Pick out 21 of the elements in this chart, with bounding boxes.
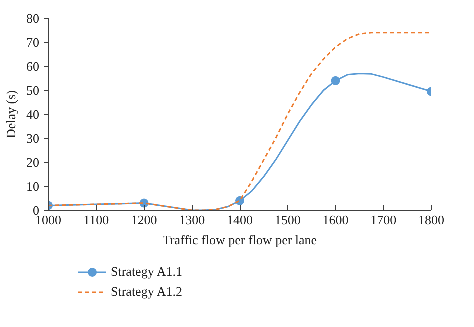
x-tick-label: 1300 <box>179 212 206 228</box>
y-tick-label: 80 <box>26 11 40 26</box>
y-axis-title: Delay (s) <box>4 90 18 139</box>
x-axis-title: Traffic flow per flow per lane <box>162 232 318 248</box>
x-tick-label: 1400 <box>227 212 253 228</box>
legend-label: Strategy A1.1 <box>111 264 182 280</box>
legend-label: Strategy A1.2 <box>111 284 182 300</box>
x-tick-label: 1700 <box>370 212 397 228</box>
y-tick-label: 50 <box>26 83 40 98</box>
x-tick-label: 1200 <box>131 212 158 228</box>
point <box>331 76 340 86</box>
y-tick-label: 70 <box>26 35 40 50</box>
x-tick-label: 1600 <box>322 212 349 228</box>
y-tick-label: 30 <box>26 131 40 146</box>
y-tick-label: 40 <box>26 107 40 122</box>
y-tick-label: 10 <box>26 179 40 194</box>
y-tick-label: 60 <box>26 59 40 74</box>
x-tick-label: 1800 <box>418 212 444 228</box>
y-tick-label: 20 <box>26 155 40 170</box>
x-tick-label: 1500 <box>274 212 301 228</box>
x-tick-label: 1100 <box>84 212 110 228</box>
